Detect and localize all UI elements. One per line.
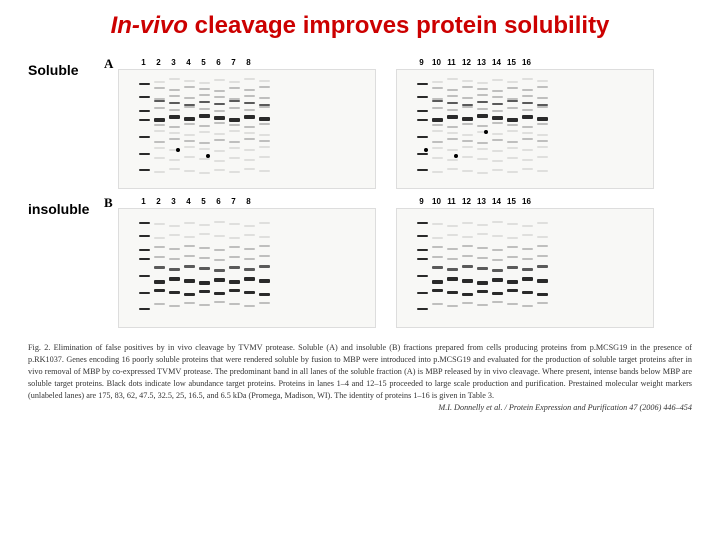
lane-number: 2 (151, 58, 166, 67)
lane-number: 7 (226, 58, 241, 67)
lane-number: 13 (474, 58, 489, 67)
lane-number: 7 (226, 197, 241, 206)
lane-number: 2 (151, 197, 166, 206)
lane-number: 9 (414, 58, 429, 67)
lane-number: 5 (196, 58, 211, 67)
gel-B-left (118, 208, 376, 328)
lane-number: 3 (166, 58, 181, 67)
gel-A-left: 175836247.532.52516.5 (118, 69, 376, 189)
lane-number: 14 (489, 58, 504, 67)
lane-number: 10 (429, 197, 444, 206)
low-abundance-dot (454, 154, 458, 158)
lane-number: 11 (444, 197, 459, 206)
panel-letter-A: A (104, 56, 113, 72)
lane-number: 8 (241, 197, 256, 206)
lane-number: 15 (504, 58, 519, 67)
panel-B-left: B 12345678 (118, 197, 376, 328)
lane-number: 3 (166, 197, 181, 206)
panel-A-right: 910111213141516 (396, 58, 654, 189)
lane-number: 11 (444, 58, 459, 67)
lane-header-B-right: 910111213141516 (396, 197, 654, 206)
low-abundance-dot (424, 148, 428, 152)
panel-B-right: 910111213141516 (396, 197, 654, 328)
lane-number: 16 (519, 197, 534, 206)
lane-number: 13 (474, 197, 489, 206)
lane-header-B-left: 12345678 (118, 197, 376, 206)
lane-number: 1 (136, 58, 151, 67)
low-abundance-dot (206, 154, 210, 158)
citation: M.I. Donnelly et al. / Protein Expressio… (28, 403, 692, 412)
lane-number: 6 (211, 58, 226, 67)
lane-number: 10 (429, 58, 444, 67)
panel-A-left: A 12345678 175836247.532.52516.5 (118, 58, 376, 189)
lane-header-A-left: 12345678 (118, 58, 376, 67)
lane-number: 1 (136, 197, 151, 206)
lane-number: 15 (504, 197, 519, 206)
title-italic: In-vivo (111, 12, 188, 39)
lane-header-A-right: 910111213141516 (396, 58, 654, 67)
gel-row-insoluble: insoluble B 12345678 910111213141516 (28, 197, 692, 328)
lane-number: 6 (211, 197, 226, 206)
lane-number: 12 (459, 58, 474, 67)
label-insoluble: insoluble (28, 201, 89, 217)
page-title: In-vivo cleavage improves protein solubi… (28, 12, 692, 40)
lane-number: 4 (181, 58, 196, 67)
gel-row-soluble: Soluble A 12345678 175836247.532.52516.5… (28, 58, 692, 189)
gel-B-right (396, 208, 654, 328)
low-abundance-dot (484, 130, 488, 134)
figure-caption: Fig. 2. Elimination of false positives b… (28, 342, 692, 401)
lane-number: 8 (241, 58, 256, 67)
gel-A-right (396, 69, 654, 189)
title-rest: cleavage improves protein solubility (188, 12, 609, 39)
panel-letter-B: B (104, 195, 113, 211)
lane-number: 4 (181, 197, 196, 206)
lane-number: 12 (459, 197, 474, 206)
lane-number: 16 (519, 58, 534, 67)
label-soluble: Soluble (28, 62, 79, 78)
low-abundance-dot (176, 148, 180, 152)
lane-number: 9 (414, 197, 429, 206)
lane-number: 14 (489, 197, 504, 206)
lane-number: 5 (196, 197, 211, 206)
